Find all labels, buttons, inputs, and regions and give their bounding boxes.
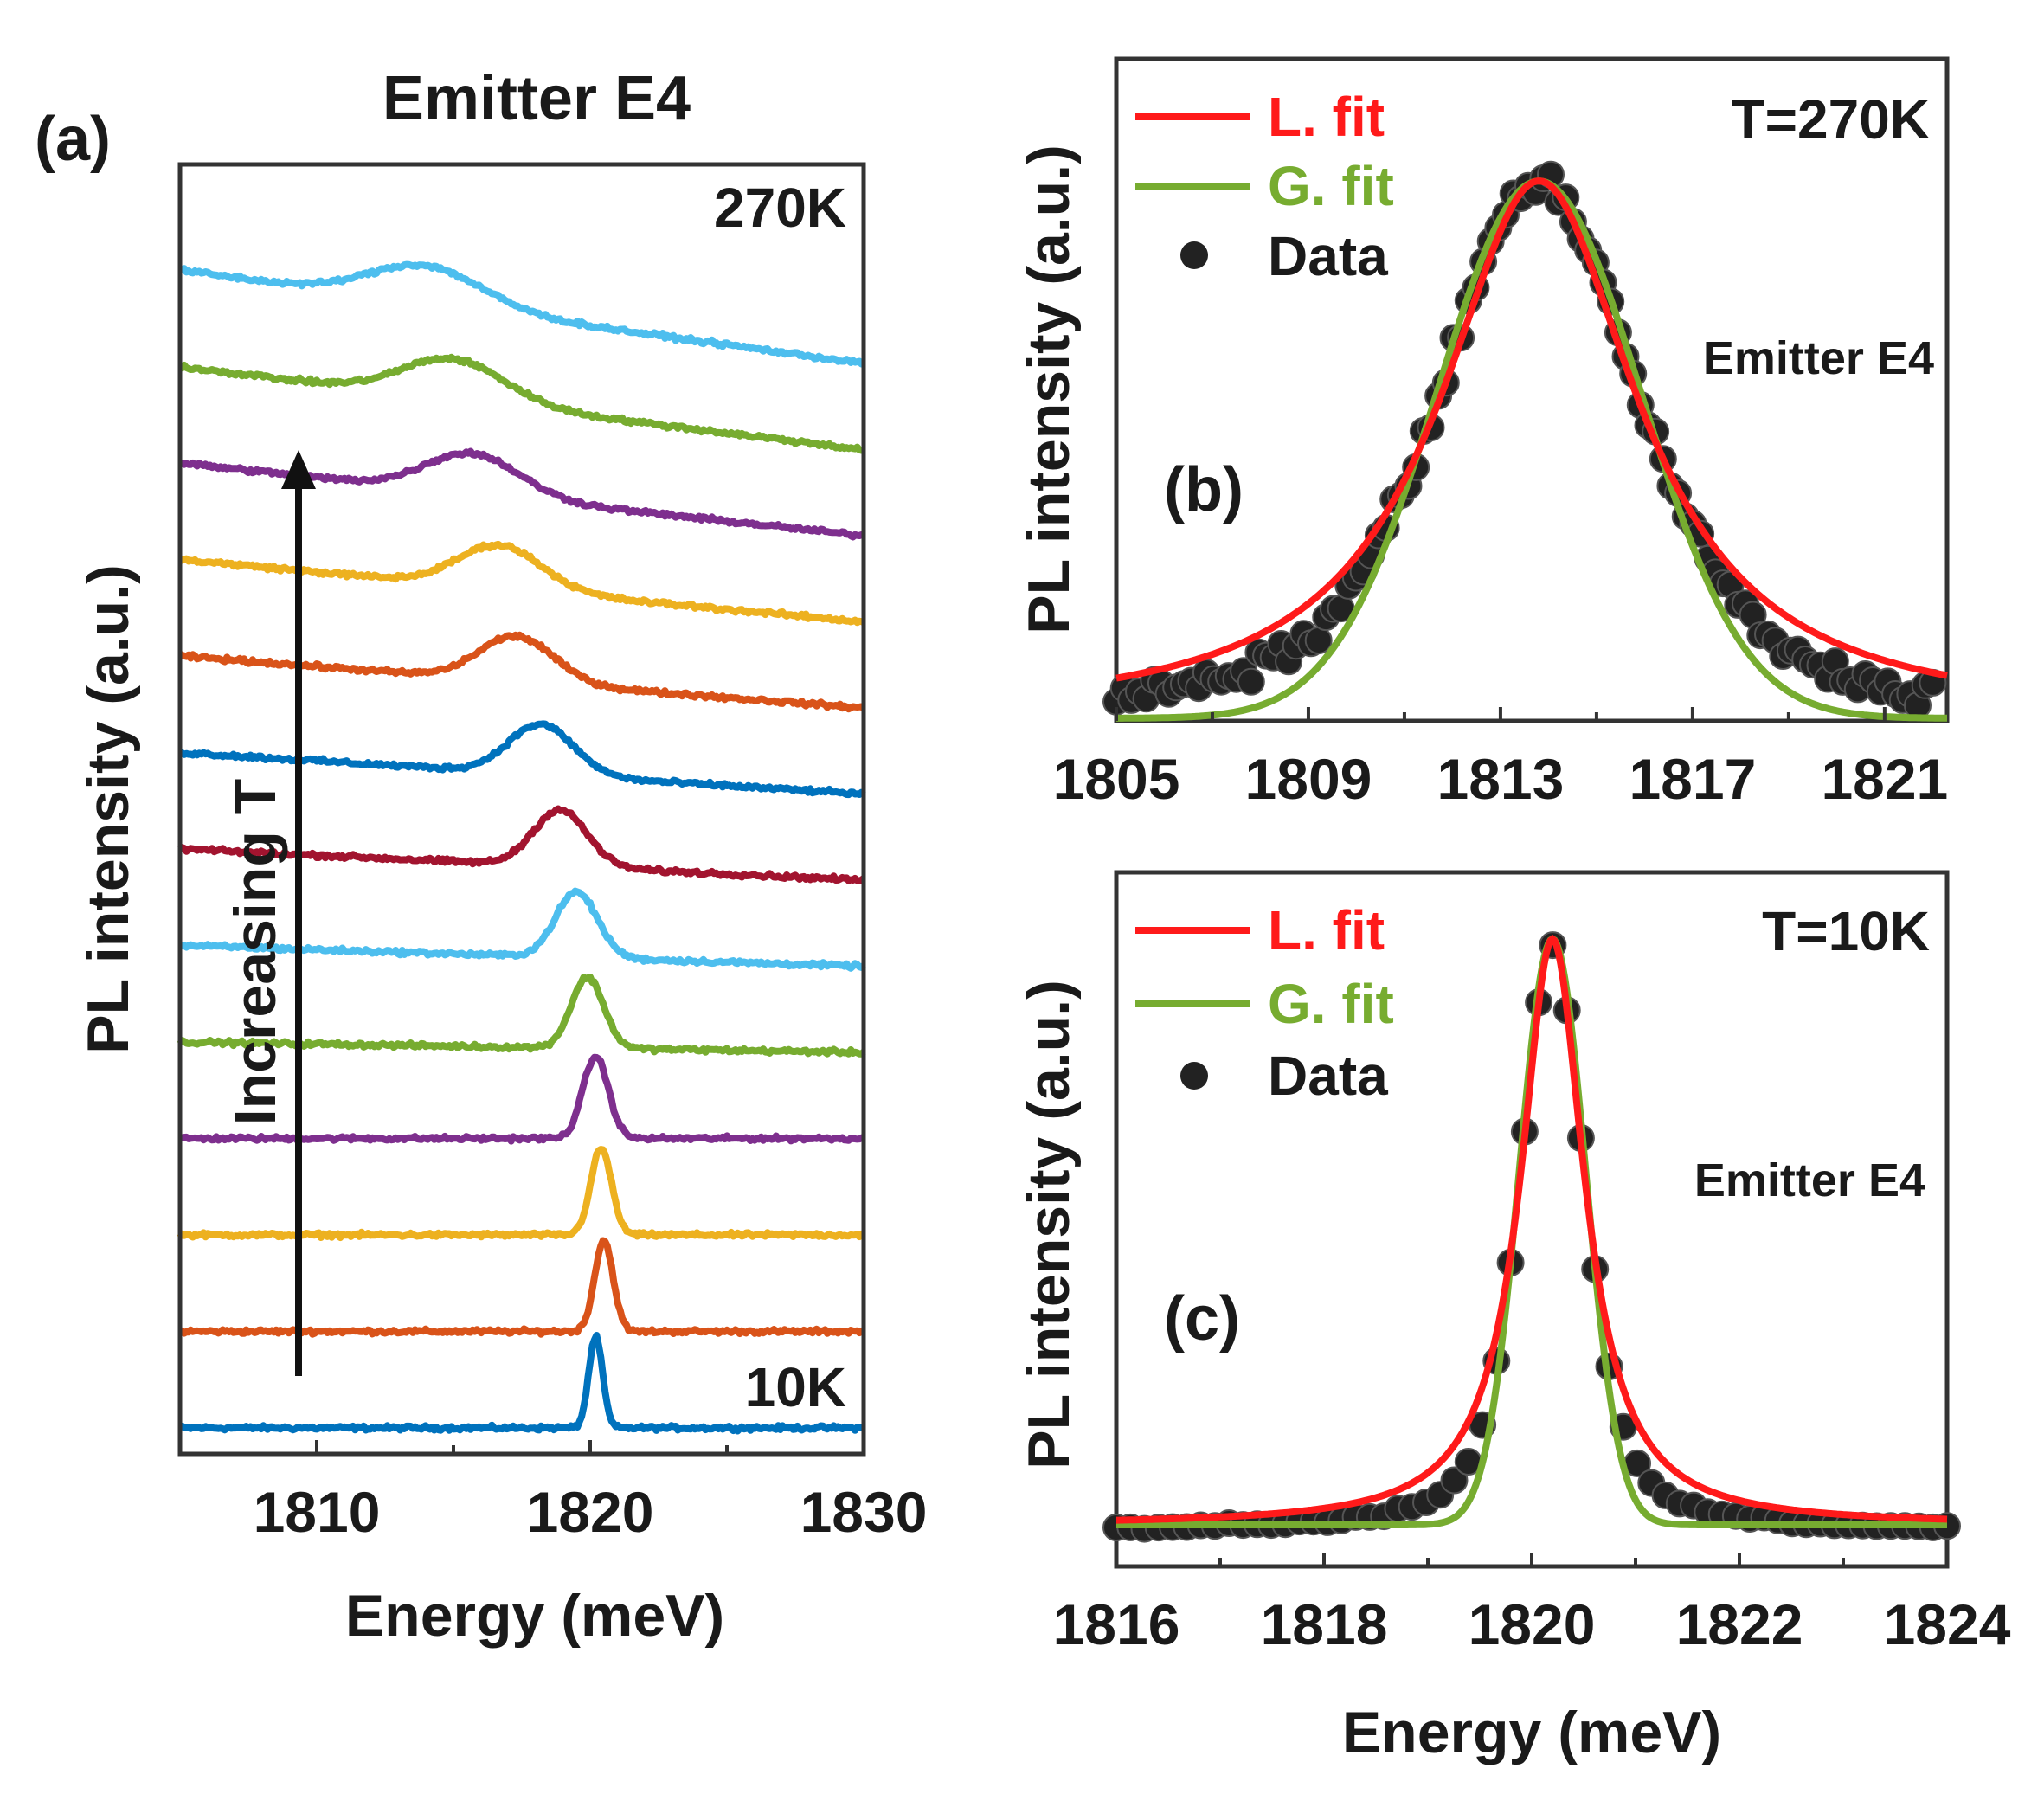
legend-data-marker xyxy=(1180,1062,1208,1090)
panel-c-tag: (c) xyxy=(1164,1284,1240,1354)
spectrum-T5 xyxy=(177,974,866,1058)
panel-b-legend: L. fit G. fit Data xyxy=(1135,86,1394,287)
panel-a-ylabel: PL intensity (a.u.) xyxy=(75,564,141,1053)
legend-lfit-label: L. fit xyxy=(1268,899,1385,961)
panel-b: 1805 1809 1813 1817 1821 PL intensity (a.u.)… xyxy=(1016,56,1950,811)
spectrum-270K xyxy=(177,260,865,368)
xtick-label-1813: 1813 xyxy=(1437,747,1565,811)
panel-b-frame xyxy=(1114,56,1950,723)
panel-a-frame xyxy=(177,162,866,1457)
panel-c-xticks: 1816 1818 1820 1822 1824 xyxy=(1053,1553,2011,1656)
gauss-fit-line xyxy=(1116,935,1947,1528)
xtick-label-1817: 1817 xyxy=(1629,747,1756,811)
lorentz-fit-line xyxy=(1116,934,1948,1524)
xtick-label-1805: 1805 xyxy=(1053,747,1180,811)
xtick-label-1830: 1830 xyxy=(800,1480,928,1544)
panel-a-xlabel: Energy (meV) xyxy=(345,1583,724,1649)
spectrum-T9 xyxy=(178,631,866,713)
panel-a: (a) Emitter E4 1810 1820 1830 Energy (meV)… xyxy=(35,64,927,1649)
legend-data-label: Data xyxy=(1268,1045,1388,1107)
panel-c-plot xyxy=(1102,931,1961,1543)
panel-b-temperature: T=270K xyxy=(1732,88,1930,151)
spectrum-10K xyxy=(177,1332,865,1435)
spectrum-T3 xyxy=(177,1146,865,1242)
panel-c: 1816 1818 1820 1822 1824 Energy (meV) PL int… xyxy=(1016,870,2011,1765)
panel-b-xticks: 1805 1809 1813 1817 1821 xyxy=(1053,707,1948,811)
panel-a-xticks: 1810 1820 1830 xyxy=(178,1440,928,1544)
xtick-label-1809: 1809 xyxy=(1245,747,1372,811)
data-point xyxy=(1237,667,1265,696)
label-270k: 270K xyxy=(714,177,846,239)
legend-data-marker xyxy=(1180,241,1208,269)
panel-a-title: Emitter E4 xyxy=(382,64,691,133)
panel-c-xlabel: Energy (meV) xyxy=(1342,1700,1721,1765)
spectrum-T11 xyxy=(178,447,865,541)
panel-c-temperature: T=10K xyxy=(1762,900,1930,962)
panel-c-frame xyxy=(1114,870,1950,1569)
label-10k: 10K xyxy=(745,1356,846,1418)
xtick-label-1816: 1816 xyxy=(1053,1592,1180,1656)
legend-gfit-label: G. fit xyxy=(1268,155,1394,217)
panel-a-tag: (a) xyxy=(35,105,111,174)
panel-b-tag: (b) xyxy=(1164,455,1244,524)
xtick-label-1821: 1821 xyxy=(1821,747,1948,811)
lorentz-fit-line xyxy=(1115,177,1948,682)
panel-c-legend: L. fit G. fit Data xyxy=(1135,899,1394,1107)
spectrum-T6 xyxy=(178,887,866,972)
xtick-label-1818: 1818 xyxy=(1261,1592,1388,1656)
spectrum-T8 xyxy=(177,720,866,799)
panel-b-emitter: Emitter E4 xyxy=(1703,332,1934,384)
xtick-label-1824: 1824 xyxy=(1884,1592,2011,1656)
panel-c-ylabel: PL intensity (a.u.) xyxy=(1016,980,1082,1469)
increasing-t-label: Increasing T xyxy=(222,779,288,1126)
arrowhead-icon xyxy=(281,450,316,489)
data-point xyxy=(1304,627,1333,654)
spectrum-T12 xyxy=(177,353,865,454)
legend-data-label: Data xyxy=(1268,225,1388,287)
xtick-label-1820: 1820 xyxy=(527,1480,654,1544)
legend-lfit-label: L. fit xyxy=(1268,86,1385,148)
spectrum-T2 xyxy=(178,1237,866,1338)
spectrum-T4 xyxy=(178,1053,865,1145)
panel-b-ylabel: PL intensity (a.u.) xyxy=(1016,145,1082,633)
panel-b-plot xyxy=(1102,160,1948,722)
data-point xyxy=(1440,1466,1469,1495)
xtick-label-1810: 1810 xyxy=(254,1480,381,1544)
panel-c-emitter: Emitter E4 xyxy=(1694,1154,1925,1206)
spectrum-T10 xyxy=(178,540,865,627)
spectrum-T7 xyxy=(177,805,866,884)
xtick-label-1820: 1820 xyxy=(1469,1592,1596,1656)
xtick-label-1822: 1822 xyxy=(1676,1592,1803,1656)
legend-gfit-label: G. fit xyxy=(1268,973,1394,1035)
